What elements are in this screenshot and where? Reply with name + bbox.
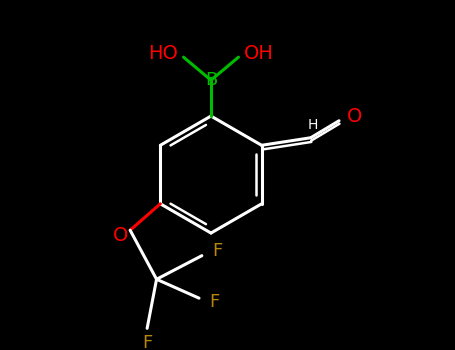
Text: B: B <box>205 71 217 89</box>
Text: O: O <box>113 226 128 245</box>
Text: H: H <box>308 118 318 132</box>
Text: F: F <box>142 335 152 350</box>
Text: F: F <box>209 293 219 311</box>
Text: F: F <box>212 242 222 260</box>
Text: HO: HO <box>148 44 178 63</box>
Text: OH: OH <box>244 44 274 63</box>
Text: O: O <box>346 107 362 126</box>
